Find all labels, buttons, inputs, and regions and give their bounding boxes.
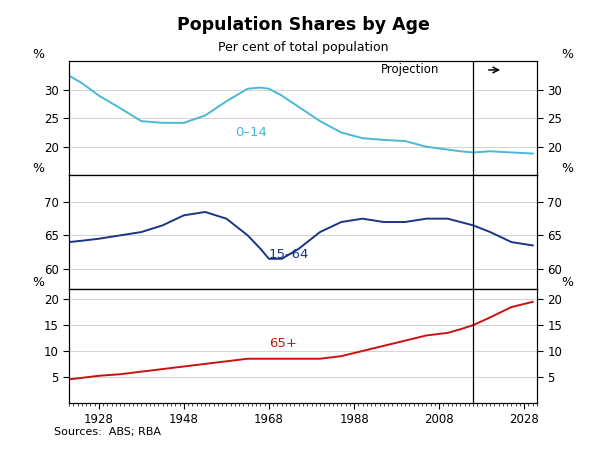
Text: %: % <box>562 48 574 61</box>
Text: %: % <box>32 162 44 175</box>
Text: 15–64: 15–64 <box>269 248 310 261</box>
Text: %: % <box>32 276 44 289</box>
Text: 0–14: 0–14 <box>235 126 267 139</box>
Text: Projection: Projection <box>381 63 439 76</box>
Text: Population Shares by Age: Population Shares by Age <box>176 16 430 34</box>
Text: %: % <box>562 162 574 175</box>
Text: %: % <box>562 276 574 289</box>
Text: 65+: 65+ <box>269 337 297 350</box>
Text: Per cent of total population: Per cent of total population <box>218 41 388 54</box>
Text: %: % <box>32 48 44 61</box>
Text: Sources:  ABS; RBA: Sources: ABS; RBA <box>54 427 161 437</box>
